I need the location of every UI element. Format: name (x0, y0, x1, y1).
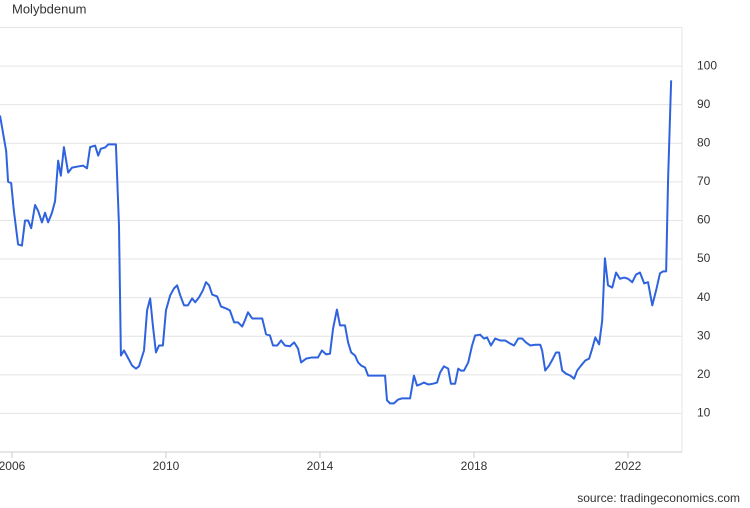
x-tick-label: 2014 (307, 459, 334, 473)
y-tick-label: 20 (697, 367, 711, 381)
y-tick-label: 10 (697, 406, 711, 420)
x-tick-label: 2022 (615, 459, 642, 473)
y-tick-label: 80 (697, 135, 711, 149)
x-tick-label: 2010 (153, 459, 180, 473)
y-tick-label: 50 (697, 251, 711, 265)
chart-title: Molybdenum (12, 1, 86, 16)
source: source: tradingeconomics.com (577, 491, 740, 505)
price-line (0, 80, 673, 405)
y-tick-label: 60 (697, 213, 711, 227)
x-tick-label: 2006 (0, 459, 26, 473)
y-tick-label: 30 (697, 328, 711, 342)
y-tick-label: 40 (697, 290, 711, 304)
y-tick-label: 70 (697, 174, 711, 188)
x-tick-label: 2018 (461, 459, 488, 473)
y-tick-label: 100 (697, 58, 717, 72)
y-tick-label: 90 (697, 97, 711, 111)
